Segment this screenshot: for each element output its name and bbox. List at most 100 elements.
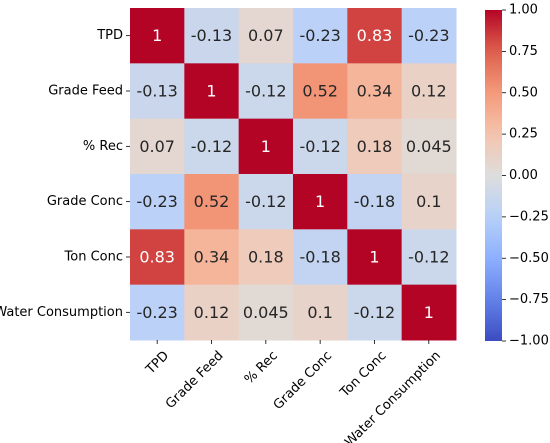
heatmap-cell-3-0 (130, 173, 185, 230)
y-tick-label-grade-conc: Grade Conc (47, 194, 123, 209)
heatmap-cell-2-1 (184, 118, 240, 175)
heatmap-cell-label-1-0: -0.13 (136, 81, 177, 100)
heatmap-cell-label-3-5: 0.1 (416, 192, 441, 211)
heatmap-cell-1-3 (292, 63, 348, 120)
colorbar-tick-label-8: −1.00 (509, 334, 549, 349)
x-tick-label-ton-conc: Ton Conc (337, 348, 390, 401)
heatmap-cell-label-2-0: 0.07 (139, 137, 175, 156)
heatmap-cell-5-5 (401, 284, 457, 341)
heatmap-cell-label-2-2: 1 (261, 137, 271, 156)
heatmap-cell-5-0 (130, 284, 185, 341)
heatmap-cell-label-4-0: 0.83 (139, 247, 175, 266)
heatmap-cell-0-3 (292, 8, 348, 64)
heatmap-cell-3-5 (401, 173, 457, 230)
heatmap-cell-1-4 (347, 63, 403, 120)
heatmap-cell-label-5-1: 0.12 (194, 303, 230, 322)
heatmap-cell-5-2 (238, 284, 294, 341)
heatmap-cell-0-4 (347, 8, 403, 64)
y-tick-label-ton-conc: Ton Conc (64, 249, 123, 264)
heatmap-cell-1-0 (130, 63, 185, 120)
heatmap-cell-label-5-3: 0.1 (307, 303, 332, 322)
heatmap-cell-label-0-0: 1 (152, 26, 162, 45)
colorbar-gradient (485, 10, 502, 341)
heatmap-cell-1-5 (401, 63, 457, 120)
heatmap-cell-0-5 (401, 8, 457, 64)
heatmap-cell-0-2 (238, 8, 294, 64)
heatmap-cell-5-1 (184, 284, 240, 341)
heatmap-cell-label-1-5: 0.12 (411, 81, 447, 100)
colorbar: 1.00 0.75 0.50 0.25 0.00 −0.25 −0.50 −0.75 −1.00 (485, 3, 549, 349)
y-tick-label-water-consumption: Water Consumption (0, 305, 123, 320)
colorbar-tick-label-5: −0.25 (509, 209, 549, 224)
colorbar-tick-label-1: 0.75 (509, 44, 538, 59)
x-tick-label-grade-feed: Grade Feed (163, 348, 226, 411)
heatmap-cell-label-4-3: -0.18 (299, 247, 340, 266)
y-tick-label-grade-feed: Grade Feed (48, 83, 123, 98)
heatmap-cell-3-3 (292, 173, 348, 230)
heatmap-cell-label-3-3: 1 (315, 192, 325, 211)
heatmap-cell-label-5-0: -0.23 (136, 303, 177, 322)
heatmap-cell-1-1 (184, 63, 240, 120)
heatmap-cell-label-1-3: 0.52 (302, 81, 338, 100)
heatmap-cell-4-3 (292, 229, 348, 286)
colorbar-tick-label-7: −0.75 (509, 292, 549, 307)
heatmap-cell-1-2 (238, 63, 294, 120)
heatmap-cell-4-4 (347, 229, 403, 286)
heatmap-cell-label-3-1: 0.52 (194, 192, 230, 211)
heatmap-cell-label-5-5: 1 (424, 303, 434, 322)
x-tick-label-rec: % Rec (242, 348, 281, 387)
heatmap-cell-4-5 (401, 229, 457, 286)
heatmap-cell-label-4-4: 1 (369, 247, 379, 266)
heatmap-cell-label-4-1: 0.34 (194, 247, 230, 266)
heatmap-cell-label-0-2: 0.07 (248, 26, 284, 45)
heatmap-cell-label-5-4: -0.12 (354, 303, 395, 322)
x-tick-label-water-consumption: Water Consumption (342, 348, 444, 443)
heatmap-cell-label-4-2: 0.18 (248, 247, 284, 266)
heatmap-cell-3-2 (238, 173, 294, 230)
heatmap-cell-label-1-1: 1 (206, 81, 216, 100)
heatmap-cell-label-2-4: 0.18 (357, 137, 393, 156)
heatmap-cell-label-2-3: -0.12 (299, 137, 340, 156)
y-axis-tick-labels: TPD Grade Feed % Rec Grade Conc Ton Conc Wate… (0, 28, 130, 320)
y-tick-label-rec: % Rec (83, 139, 123, 154)
heatmap-cell-label-2-5: 0.045 (406, 137, 452, 156)
heatmap-cell-5-4 (347, 284, 403, 341)
heatmap-cell-label-0-4: 0.83 (357, 26, 393, 45)
heatmap-cell-2-5 (401, 118, 457, 175)
heatmap-cell-4-2 (238, 229, 294, 286)
heatmap-cell-label-5-2: 0.045 (243, 303, 289, 322)
heatmap-cell-2-2 (238, 118, 294, 175)
y-tick-label-tpd: TPD (96, 28, 123, 43)
x-tick-label-grade-conc: Grade Conc (271, 348, 335, 412)
heatmap-cell-label-0-1: -0.13 (191, 26, 232, 45)
heatmap-cell-label-4-5: -0.12 (408, 247, 449, 266)
colorbar-tick-label-2: 0.50 (509, 85, 538, 100)
colorbar-tick-label-6: −0.50 (509, 251, 549, 266)
heatmap-cell-label-3-0: -0.23 (136, 192, 177, 211)
colorbar-tick-label-3: 0.25 (509, 127, 538, 142)
heatmap-cell-2-4 (347, 118, 403, 175)
colorbar-tick-label-0: 1.00 (509, 3, 538, 18)
heatmap-cell-0-0 (130, 8, 185, 64)
heatmap-cell-label-0-3: -0.23 (299, 26, 340, 45)
heatmap-cell-label-0-5: -0.23 (408, 26, 449, 45)
heatmap-cell-label-2-1: -0.12 (191, 137, 232, 156)
colorbar-tick-label-4: 0.00 (509, 168, 538, 183)
heatmap-cell-0-1 (184, 8, 240, 64)
heatmap-cell-5-3 (292, 284, 348, 341)
heatmap-cell-label-3-2: -0.12 (245, 192, 286, 211)
heatmap-cell-label-1-2: -0.12 (245, 81, 286, 100)
heatmap-cell-3-1 (184, 173, 240, 230)
colorbar-ticks: 1.00 0.75 0.50 0.25 0.00 −0.25 −0.50 −0.75 −1.00 (502, 3, 549, 349)
heatmap-cells: 1 -0.13 0.07 -0.23 0.83 -0.23 -0.13 1 -0.12 0.52 0… (130, 8, 457, 341)
x-tick-label-tpd: TPD (143, 348, 173, 378)
heatmap-cell-2-3 (292, 118, 348, 175)
heatmap-cell-label-1-4: 0.34 (357, 81, 393, 100)
heatmap-cell-2-0 (130, 118, 185, 175)
heatmap-cell-label-3-4: -0.18 (354, 192, 395, 211)
heatmap-cell-4-1 (184, 229, 240, 286)
heatmap-cell-3-4 (347, 173, 403, 230)
heatmap-cell-4-0 (130, 229, 185, 286)
